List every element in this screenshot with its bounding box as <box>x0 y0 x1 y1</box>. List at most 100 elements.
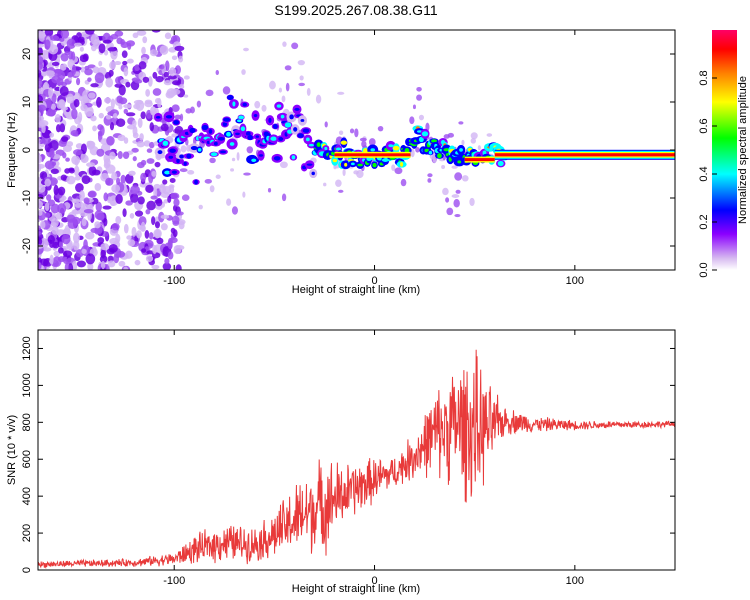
spectrogram-speckle <box>169 177 176 183</box>
spectrogram-ridge-core <box>370 148 376 152</box>
spectrogram-speckle <box>73 42 82 47</box>
spectrogram-speckle <box>458 121 464 125</box>
spectrogram-ridge-core <box>232 101 236 107</box>
spectrogram-speckle <box>104 97 112 104</box>
spectrogram-speckle <box>38 261 42 270</box>
spectrogram-ridge-core <box>253 114 258 118</box>
spectrogram-speckle <box>163 80 172 86</box>
spectrogram-speckle <box>243 47 249 52</box>
spectrogram-speckle <box>145 184 154 193</box>
spectrogram-speckle <box>132 32 139 39</box>
spectrogram-speckle <box>123 103 132 109</box>
spectrogram-speckle <box>368 138 376 147</box>
spectrogram-speckle <box>461 139 465 146</box>
spectrogram-speckle <box>342 168 346 177</box>
spectrogram-speckle <box>394 167 403 175</box>
spectrogram-speckle <box>215 174 221 179</box>
spectrogram-speckle <box>102 205 112 210</box>
spectrogram-speckle <box>66 93 75 104</box>
spectrogram-speckle <box>153 187 158 198</box>
spectrogram-speckle <box>454 214 461 218</box>
spectrogram-speckle <box>79 54 88 63</box>
y-tick-label: 800 <box>21 413 33 431</box>
spectrogram-speckle <box>122 208 127 218</box>
spectrogram-speckle <box>486 133 493 137</box>
spectrogram-speckle <box>100 260 106 270</box>
spectrogram-speckle <box>163 71 169 78</box>
spectrogram-speckle <box>39 220 46 229</box>
spectrogram-speckle <box>297 59 306 66</box>
spectrogram-speckle <box>115 233 121 244</box>
spectrogram-ridge-core <box>428 150 433 155</box>
spectrogram-speckle <box>127 42 132 50</box>
spectrogram-speckle <box>151 216 156 226</box>
spectrogram-speckle <box>127 239 136 247</box>
colorbar-gradient <box>712 30 737 270</box>
spectrogram-ridge-core <box>168 155 174 159</box>
spectrogram-ridge-core <box>289 114 294 120</box>
spectrogram-speckle <box>83 209 94 214</box>
spectrogram-ridge-core <box>270 136 277 141</box>
spectrogram-speckle <box>285 82 290 92</box>
spectrogram-ridge-core <box>219 150 227 154</box>
spectrogram-speckle <box>65 157 70 162</box>
spectrogram-speckle <box>338 130 344 135</box>
colorbar: 0.0 0.2 0.4 0.6 0.8 Normalized spectral ampl… <box>698 30 749 278</box>
x-tick-label: -100 <box>163 275 185 287</box>
spectrogram-speckle <box>103 158 111 168</box>
spectrogram-speckle <box>38 55 44 65</box>
spectrogram-speckle <box>92 66 100 74</box>
spectrogram-speckle <box>104 72 112 80</box>
spectrogram-speckle <box>53 184 59 196</box>
spectrogram-speckle <box>179 113 184 122</box>
spectrogram-speckle <box>470 138 476 144</box>
spectrogram-speckle <box>52 256 62 267</box>
spectrogram-speckle <box>68 168 75 174</box>
spectrogram-ridge-core <box>431 139 437 143</box>
spectrogram-speckle <box>38 111 41 118</box>
spectrogram-speckle <box>183 94 189 98</box>
spectrogram-speckle <box>49 147 55 159</box>
spectrogram-speckle <box>72 240 80 251</box>
spectrogram-speckle <box>107 47 118 52</box>
spectrogram-speckle <box>118 104 123 110</box>
spectrogram-speckle <box>149 49 159 57</box>
spectrogram-ridge-core <box>226 95 234 101</box>
spectrogram-speckle <box>110 33 119 40</box>
spectrogram-speckle <box>125 173 134 184</box>
spectrogram-speckle <box>60 53 69 62</box>
spectrogram-speckle <box>170 192 180 200</box>
spectrogram-speckle <box>117 134 126 142</box>
spectrogram-speckle <box>299 75 304 81</box>
spectrogram-speckle <box>279 161 288 169</box>
spectrogram-speckle <box>416 87 422 92</box>
spectrogram-speckle <box>129 213 135 219</box>
spectrogram-speckle <box>446 207 454 216</box>
spectrogram-ridge-core <box>173 120 180 125</box>
spectrogram-ridge-core <box>229 142 235 146</box>
spectrogram-ridge-core <box>268 117 272 123</box>
spectrogram-ridge-core <box>223 117 231 122</box>
y-tick-label: 600 <box>21 450 33 468</box>
spectrogram-speckle <box>198 204 203 210</box>
spectrogram-speckle <box>152 244 157 255</box>
spectrogram-speckle <box>54 114 61 123</box>
spectrogram-speckle <box>176 211 184 216</box>
spectrogram-speckle <box>152 71 158 79</box>
spectrogram-speckle <box>171 55 178 61</box>
spectrogram-speckle <box>155 75 164 83</box>
spectrogram-speckle <box>242 191 246 198</box>
spectrogram-speckle <box>149 141 155 149</box>
spectrogram-speckle <box>44 39 51 50</box>
spectrogram-speckle <box>48 87 54 98</box>
spectrogram-speckle <box>281 193 287 202</box>
spectrogram-speckle <box>140 111 146 120</box>
spectrogram-speckle <box>160 223 168 231</box>
spectrogram-speckle <box>137 196 145 205</box>
spectrogram-ridge-core <box>335 147 342 151</box>
spectrogram-speckle <box>38 120 45 128</box>
spectrogram-ridge-core <box>179 154 185 159</box>
spectrogram-speckle <box>55 212 63 220</box>
spectrogram-ridge-core <box>164 170 171 175</box>
spectrogram-speckle <box>349 128 355 134</box>
